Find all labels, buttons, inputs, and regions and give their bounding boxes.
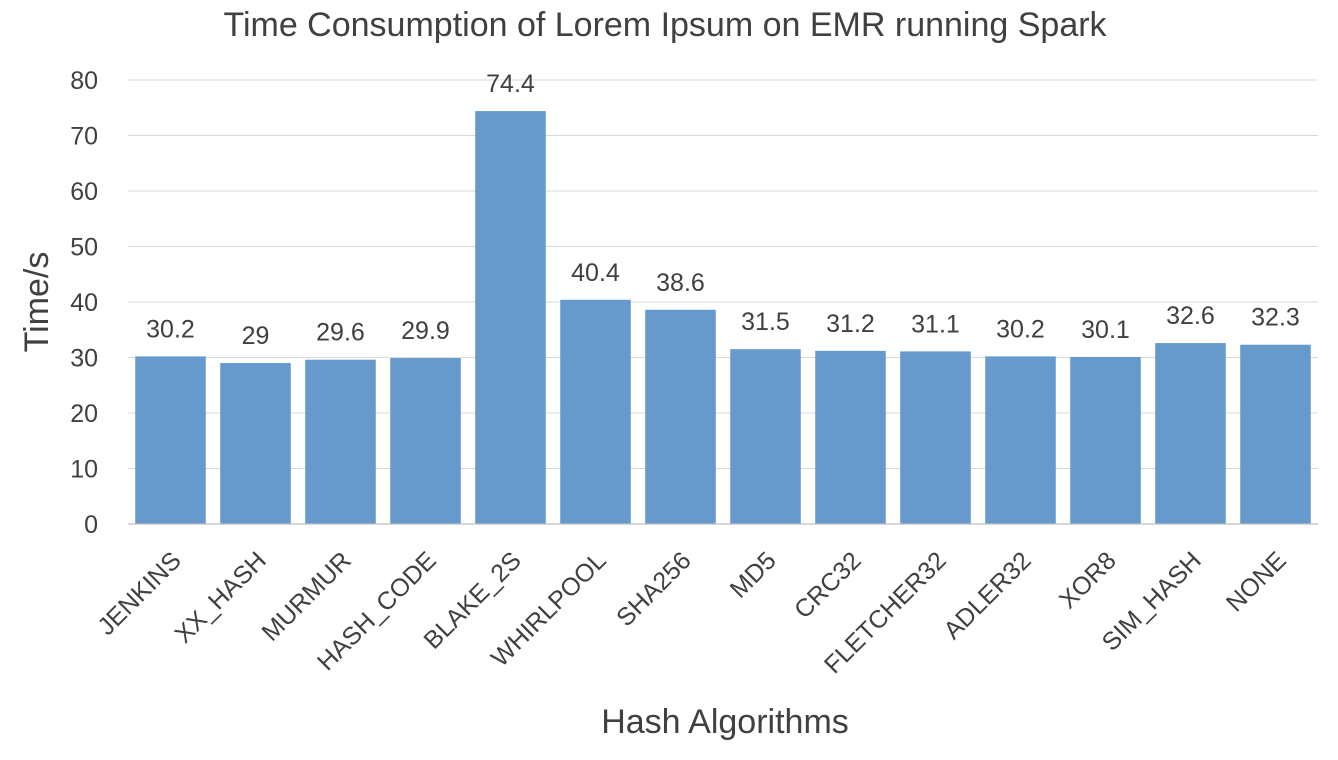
bar-sim-hash xyxy=(1155,343,1226,524)
value-label: 31.2 xyxy=(826,310,875,338)
y-axis-title: Time/s xyxy=(18,252,56,353)
bar-hash-code xyxy=(390,358,461,524)
value-label: 40.4 xyxy=(571,259,620,287)
bar-whirlpool xyxy=(560,299,631,524)
bar-blake-2s xyxy=(475,111,546,524)
x-tick-label: CRC32 xyxy=(789,546,867,624)
y-axis-ticks: 0 10 20 30 40 50 60 70 80 xyxy=(70,67,98,539)
value-label: 31.5 xyxy=(741,308,790,336)
value-label: 29.9 xyxy=(401,317,450,345)
bars xyxy=(135,111,1311,524)
bar-xor8 xyxy=(1070,356,1141,524)
value-label: 38.6 xyxy=(656,269,705,297)
x-tick-label: SHA256 xyxy=(611,546,697,632)
value-label: 32.6 xyxy=(1166,302,1215,330)
x-axis-ticks: JENKINSXX_HASHMURMURHASH_CODEBLAKE_2SWHI… xyxy=(92,546,1291,679)
y-tick-label: 80 xyxy=(70,67,98,95)
bar-crc32 xyxy=(815,350,886,524)
value-label: 29 xyxy=(242,322,270,350)
value-label: 74.4 xyxy=(486,70,535,98)
y-tick-label: 10 xyxy=(70,456,98,484)
x-tick-label: NONE xyxy=(1221,546,1292,617)
chart-title: Time Consumption of Lorem Ipsum on EMR r… xyxy=(223,6,1107,44)
x-tick-label: XX_HASH xyxy=(169,546,271,648)
bar-sha256 xyxy=(645,309,716,524)
y-tick-label: 60 xyxy=(70,178,98,206)
bar-murmur xyxy=(305,359,376,524)
value-label: 29.6 xyxy=(316,319,365,347)
x-tick-label: ADLER32 xyxy=(938,546,1036,644)
value-label: 30.1 xyxy=(1081,316,1130,344)
bar-xx-hash xyxy=(220,363,291,524)
value-label: 30.2 xyxy=(996,315,1045,343)
y-tick-label: 50 xyxy=(70,234,98,262)
value-labels: 30.2 29 29.6 29.9 74.4 40.4 38.6 31.5 31.2 31.1 30… xyxy=(146,70,1300,350)
x-tick-label: XOR8 xyxy=(1054,546,1122,614)
bar-md5 xyxy=(730,349,801,524)
x-axis-title: Hash Algorithms xyxy=(601,703,849,741)
y-tick-label: 70 xyxy=(70,123,98,151)
bar-fletcher32 xyxy=(900,351,971,524)
y-tick-label: 20 xyxy=(70,400,98,428)
value-label: 31.1 xyxy=(911,310,960,338)
bar-none xyxy=(1240,344,1311,524)
y-tick-label: 0 xyxy=(84,511,98,539)
bar-jenkins xyxy=(135,356,206,524)
y-tick-label: 40 xyxy=(70,289,98,317)
value-label: 30.2 xyxy=(146,315,195,343)
y-tick-label: 30 xyxy=(70,345,98,373)
bar-adler32 xyxy=(985,356,1056,524)
value-label: 32.3 xyxy=(1251,304,1300,332)
x-tick-label: MD5 xyxy=(725,546,782,603)
